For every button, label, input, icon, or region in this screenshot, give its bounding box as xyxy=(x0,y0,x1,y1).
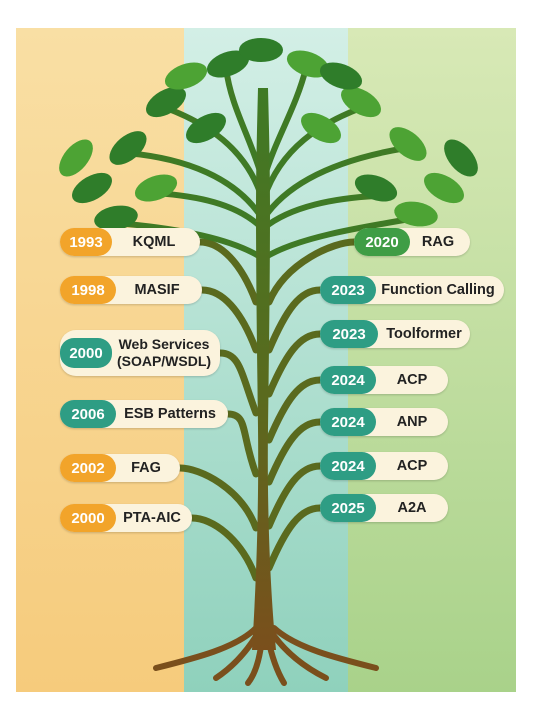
milestone-year: 2024 xyxy=(320,452,376,480)
milestone-year: 2020 xyxy=(354,228,410,256)
crown-branch-10 xyxy=(261,215,419,261)
leaf-13 xyxy=(239,38,283,62)
leaf-6 xyxy=(389,127,427,161)
leaf-9 xyxy=(94,205,138,231)
milestone-label: KQML xyxy=(132,234,176,250)
milestone-label: MASIF xyxy=(134,282,180,298)
tree-roots xyxy=(153,625,379,686)
leaf-5 xyxy=(109,131,147,165)
leaf-15 xyxy=(319,62,363,90)
left-branch-1 xyxy=(196,238,260,306)
right-branch-2 xyxy=(265,286,324,354)
right-milestone-3: 2023 Toolformer xyxy=(320,320,470,348)
left-milestone-6: 2000 PTA-AIC xyxy=(60,504,192,532)
right-branch-7 xyxy=(265,504,324,572)
leaf-3 xyxy=(146,86,186,118)
milestone-year: 2000 xyxy=(60,338,112,368)
milestone-label: Toolformer xyxy=(386,326,462,342)
milestone-label: ESB Patterns xyxy=(124,406,216,422)
leaf-10 xyxy=(394,201,438,227)
left-milestone-4: 2006 ESB Patterns xyxy=(60,400,228,428)
left-branch-2 xyxy=(198,286,260,354)
right-band xyxy=(348,28,516,692)
milestone-year: 2025 xyxy=(320,494,376,522)
milestone-label: RAG xyxy=(421,234,455,250)
right-milestone-5: 2024 ANP xyxy=(320,408,448,436)
right-milestone-7: 2025 A2A xyxy=(320,494,448,522)
milestone-label: ACP xyxy=(396,458,428,474)
tree-branches xyxy=(113,65,419,582)
leaf-16 xyxy=(134,174,178,202)
tree-leaves xyxy=(59,38,478,231)
illustration-canvas: 1993 KQML 1998 MASIF 2000 Web Services (SOAP/… xyxy=(16,28,516,692)
milestone-year: 1993 xyxy=(60,228,112,256)
leaf-1 xyxy=(206,50,250,78)
leaf-12 xyxy=(301,112,341,144)
tree-trunk xyxy=(252,88,276,650)
leaf-2 xyxy=(286,50,330,78)
milestone-year: 1998 xyxy=(60,276,116,304)
leaf-19 xyxy=(444,139,478,177)
milestone-label: Function Calling xyxy=(381,282,495,298)
right-milestone-4: 2024 ACP xyxy=(320,366,448,394)
right-branch-1 xyxy=(265,238,358,306)
milestone-year: 2000 xyxy=(60,504,116,532)
leaf-14 xyxy=(164,62,208,90)
right-branch-4 xyxy=(265,376,324,444)
crown-branch-9 xyxy=(113,220,265,261)
left-branch-5 xyxy=(176,464,260,532)
leaf-4 xyxy=(341,86,381,118)
right-milestone-6: 2024 ACP xyxy=(320,452,448,480)
left-milestone-5: 2002 FAG xyxy=(60,454,180,482)
crown-branch-5 xyxy=(261,145,409,221)
left-branch-4 xyxy=(224,410,260,478)
tree-illustration xyxy=(59,38,478,686)
leaf-18 xyxy=(59,139,93,177)
left-branch-3 xyxy=(216,349,260,417)
leaf-11 xyxy=(186,112,226,144)
right-branch-3 xyxy=(265,330,324,398)
leaf-17 xyxy=(354,174,398,202)
milestone-label: ACP xyxy=(396,372,428,388)
milestone-year: 2023 xyxy=(320,320,378,348)
right-milestone-2: 2023 Function Calling xyxy=(320,276,504,304)
leaf-8 xyxy=(424,172,464,204)
root-1 xyxy=(153,625,259,671)
milestone-year: 2024 xyxy=(320,408,376,436)
milestone-year: 2006 xyxy=(60,400,116,428)
left-milestone-3: 2000 Web Services (SOAP/WSDL) xyxy=(60,330,220,376)
milestone-label: A2A xyxy=(397,500,427,516)
right-branch-6 xyxy=(265,462,324,530)
left-branch-6 xyxy=(188,514,260,582)
milestone-label: FAG xyxy=(131,460,161,476)
leaf-7 xyxy=(72,172,112,204)
right-milestone-1: 2020 RAG xyxy=(354,228,470,256)
crown-branch-7 xyxy=(261,105,364,201)
left-milestone-2: 1998 MASIF xyxy=(60,276,202,304)
milestone-label: PTA-AIC xyxy=(123,510,181,526)
root-5 xyxy=(269,630,329,681)
milestone-label: ANP xyxy=(396,414,428,430)
right-branch-5 xyxy=(265,418,324,486)
crown-branch-1 xyxy=(123,150,265,221)
crown-branch-6 xyxy=(261,193,379,231)
milestone-label: Web Services (SOAP/WSDL) xyxy=(116,336,212,369)
milestone-year: 2002 xyxy=(60,454,116,482)
crown-branch-3 xyxy=(163,105,265,201)
root-6 xyxy=(271,625,379,671)
milestone-year: 2024 xyxy=(320,366,376,394)
milestone-year: 2023 xyxy=(320,276,376,304)
left-milestone-1: 1993 KQML xyxy=(60,228,200,256)
